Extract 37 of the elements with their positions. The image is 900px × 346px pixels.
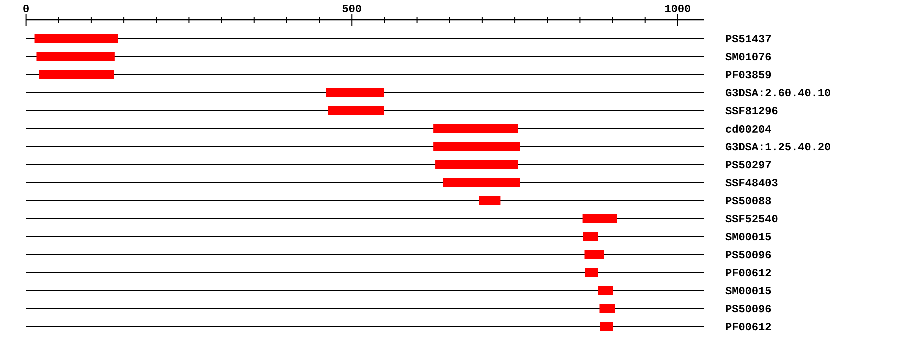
bar bbox=[585, 268, 598, 278]
y-tick-label: PS50096 bbox=[726, 305, 772, 313]
y-tick-label: PF00612 bbox=[726, 269, 772, 277]
y-tick-label: PS50096 bbox=[726, 251, 772, 259]
x-tick-label: 1000 bbox=[665, 5, 690, 12]
bar bbox=[600, 322, 614, 332]
x-tick-label: 500 bbox=[342, 5, 362, 12]
y-tick-label: G3DSA:1.25.40.20 bbox=[726, 143, 830, 151]
y-tick-label: SSF48403 bbox=[726, 179, 778, 187]
y-tick-label: SSF81296 bbox=[726, 107, 778, 115]
bar bbox=[443, 178, 520, 188]
bar bbox=[583, 232, 598, 242]
bar bbox=[434, 124, 518, 134]
bar bbox=[328, 106, 384, 116]
bar bbox=[434, 142, 520, 152]
bar bbox=[326, 88, 384, 98]
x-tick-label: 0 bbox=[24, 5, 29, 12]
bar bbox=[600, 304, 616, 314]
y-tick-label: SM00015 bbox=[726, 287, 772, 295]
y-tick-label: PS50088 bbox=[726, 197, 772, 205]
bar bbox=[584, 250, 604, 260]
y-tick-label: G3DSA:2.60.40.10 bbox=[726, 89, 830, 97]
bar bbox=[36, 52, 115, 62]
bar bbox=[34, 34, 118, 44]
y-tick-label: PS51437 bbox=[726, 35, 772, 43]
y-tick-label: SSF52540 bbox=[726, 215, 778, 223]
y-tick-label: SM00015 bbox=[726, 233, 772, 241]
bar bbox=[39, 70, 114, 80]
y-tick-label: cd00204 bbox=[726, 124, 772, 133]
y-tick-label: SM01076 bbox=[726, 53, 772, 61]
bar bbox=[479, 196, 501, 206]
bar bbox=[436, 160, 518, 170]
bar bbox=[582, 214, 618, 224]
bar bbox=[598, 286, 614, 296]
y-tick-label: PS50297 bbox=[726, 161, 772, 169]
y-tick-label: PF03859 bbox=[726, 71, 772, 79]
y-tick-label: PF00612 bbox=[726, 323, 772, 331]
